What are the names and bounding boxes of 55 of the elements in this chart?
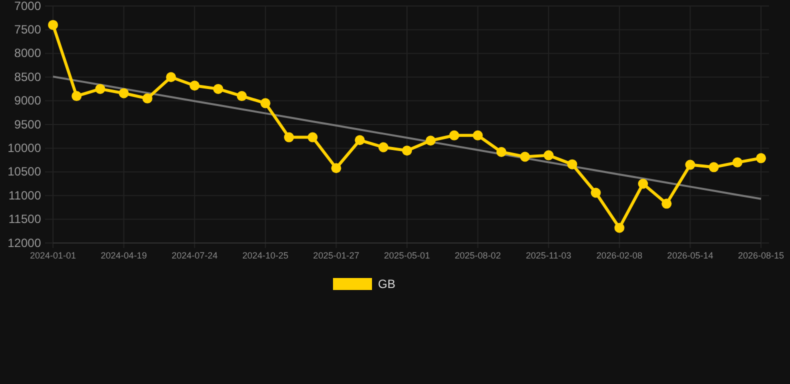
point [614,222,624,233]
point [402,146,412,156]
point [496,146,506,157]
point [95,84,106,94]
point [354,135,365,146]
x-tick-label: 2025-11-03 [526,250,572,260]
point [72,91,82,102]
x-tick-label: 2024-10-25 [242,250,288,260]
x-tick-label: 2025-08-02 [454,250,501,260]
point [378,142,388,152]
y-tick-label: 11500 [8,212,42,226]
y-tick-label: 9000 [14,94,42,108]
point [662,198,672,209]
point [638,178,648,189]
point [166,72,176,82]
point [449,130,460,140]
point [544,150,554,160]
y-tick-label: 10000 [8,141,42,156]
y-tick-label: 9500 [14,117,42,132]
x-tick-label: 2025-05-01 [384,250,430,260]
point [520,152,530,162]
point [308,132,318,142]
y-tick-label: 8000 [14,46,42,60]
point [567,159,578,170]
x-tick-label: 2024-07-24 [172,250,218,260]
x-tick-label: 2024-01-01 [30,250,76,260]
point [260,98,270,108]
point [284,132,294,142]
point [426,136,436,146]
point [213,84,224,94]
point [331,163,342,174]
point [590,188,601,198]
point [190,80,200,91]
point [142,93,152,104]
x-tick-label: 2026-02-08 [596,250,642,260]
line-series [52,76,762,200]
y-tick-label: 12000 [8,236,42,250]
x-tick-label: 2026-08-15 [738,250,784,260]
x-tick-label: 2024-04-19 [100,250,147,260]
point [472,130,483,140]
y-tick-label: 11000 [8,188,42,202]
x-tick-label: 2025-01-27 [313,250,360,260]
y-tick-label: 10500 [8,164,42,179]
point [48,20,58,30]
y-tick-label: 7500 [14,22,42,37]
legend-label: GB [378,277,396,291]
x-tick-label: 2026-05-14 [667,250,714,260]
point [708,162,719,172]
point [118,88,129,98]
y-tick-label: 7000 [14,0,42,13]
point [236,91,247,102]
y-tick-label: 8500 [14,70,42,84]
point [756,153,766,164]
point [732,157,742,168]
point [685,160,696,170]
